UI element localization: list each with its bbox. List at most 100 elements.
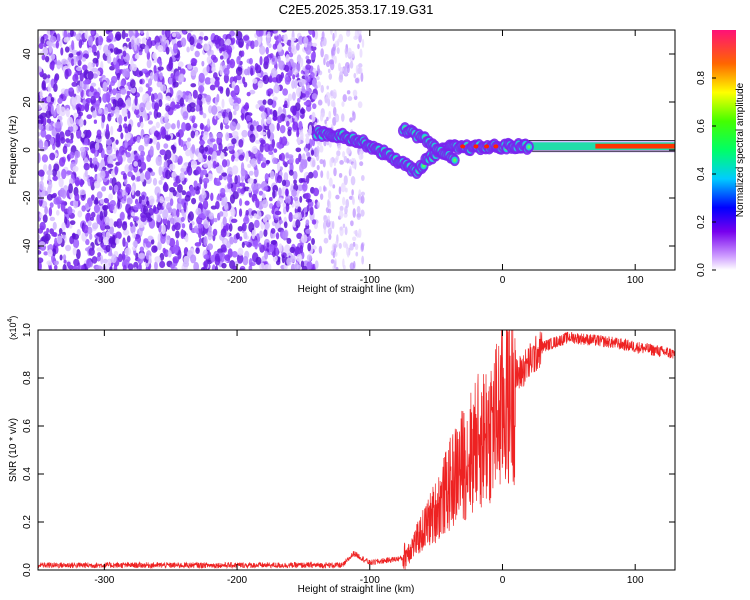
noise-blob: [172, 81, 179, 88]
noise-blob: [324, 119, 327, 125]
noise-blob: [90, 82, 97, 87]
noise-blob: [343, 175, 348, 186]
noise-blob: [309, 201, 314, 208]
noise-blob: [73, 57, 77, 66]
noise-blob: [159, 149, 166, 156]
noise-blob: [303, 207, 308, 213]
colorbar-tick-label: 0.2: [696, 215, 707, 229]
noise-blob: [132, 136, 138, 142]
y-tick-label: 20: [22, 96, 33, 108]
noise-blob: [203, 163, 208, 168]
noise-blob: [339, 209, 344, 219]
noise-blob: [331, 220, 335, 230]
noise-blob: [165, 95, 171, 101]
noise-blob: [225, 87, 230, 97]
noise-blob: [314, 260, 319, 269]
noise-blob: [233, 238, 238, 244]
noise-blob: [87, 220, 92, 227]
noise-blob: [158, 165, 163, 176]
noise-blob: [189, 44, 194, 52]
noise-blob: [99, 170, 106, 179]
noise-blob: [195, 104, 200, 112]
noise-blob: [282, 160, 286, 166]
noise-blob: [346, 147, 351, 154]
noise-blob: [41, 54, 46, 61]
noise-blob: [102, 236, 110, 245]
noise-blob: [266, 30, 273, 33]
noise-blob: [290, 39, 295, 49]
noise-blob: [281, 187, 285, 198]
noise-blob: [123, 178, 128, 185]
noise-blob: [44, 34, 49, 40]
noise-blob: [309, 45, 317, 52]
noise-blob: [65, 138, 71, 143]
noise-blob: [289, 246, 296, 254]
x-tick-label: -300: [94, 575, 114, 586]
noise-blob: [138, 223, 145, 228]
noise-blob: [221, 262, 227, 269]
colorbar-tick-label: 0.6: [696, 119, 707, 133]
noise-blob: [102, 258, 108, 264]
noise-blob: [285, 188, 289, 197]
noise-blob: [254, 219, 260, 229]
noise-blob: [117, 198, 121, 209]
noise-blob: [46, 260, 53, 266]
noise-blob: [338, 34, 343, 43]
noise-blob: [250, 158, 257, 168]
noise-blob: [227, 182, 232, 190]
noise-blob: [263, 263, 270, 270]
noise-blob: [281, 136, 288, 146]
noise-blob: [72, 265, 78, 270]
noise-blob: [38, 261, 42, 270]
noise-blob: [46, 227, 50, 234]
noise-blob: [255, 103, 261, 110]
noise-blob: [325, 92, 331, 100]
noise-blob: [328, 233, 332, 241]
noise-blob: [319, 145, 324, 153]
noise-blob: [113, 184, 119, 193]
noise-blob: [180, 167, 185, 173]
noise-blob: [203, 236, 208, 247]
noise-blob: [116, 128, 123, 133]
noise-blob: [140, 150, 146, 157]
noise-blob: [333, 244, 338, 249]
noise-blob: [320, 170, 324, 178]
colorbar-ticks: 0.0 0.2 0.4 0.6 0.8: [696, 71, 716, 277]
noise-blob: [325, 60, 331, 68]
noise-blob: [168, 46, 173, 52]
noise-blob: [74, 155, 78, 165]
noise-blob: [278, 60, 285, 71]
noise-blob: [85, 258, 92, 269]
noise-blob: [360, 243, 364, 251]
noise-blob: [191, 197, 197, 205]
noise-blob: [239, 149, 244, 154]
noise-blob: [292, 107, 297, 116]
noise-blob: [359, 67, 363, 74]
noise-blob: [326, 85, 329, 90]
noise-blob: [273, 30, 278, 34]
noise-blob: [218, 175, 223, 181]
noise-blob: [264, 214, 272, 221]
noise-blob: [153, 64, 157, 75]
noise-blob: [343, 155, 348, 163]
noise-blob: [131, 185, 135, 196]
noise-blob: [308, 30, 314, 36]
noise-blob: [305, 45, 312, 55]
noise-blob: [182, 106, 187, 112]
noise-blob: [194, 130, 199, 137]
noise-blob: [145, 101, 152, 111]
noise-blob: [203, 219, 210, 229]
noise-blob: [204, 77, 212, 85]
noise-blob: [344, 205, 348, 215]
noise-blob: [190, 159, 198, 169]
noise-blob: [251, 145, 258, 154]
noise-blob: [262, 99, 267, 105]
noise-blob: [122, 46, 127, 51]
noise-blob: [266, 37, 271, 42]
noise-blob: [305, 55, 310, 61]
noise-blob: [322, 159, 326, 168]
noise-blob: [83, 119, 87, 126]
noise-blob: [208, 225, 212, 233]
noise-blob: [133, 261, 139, 270]
noise-blob: [269, 108, 273, 115]
